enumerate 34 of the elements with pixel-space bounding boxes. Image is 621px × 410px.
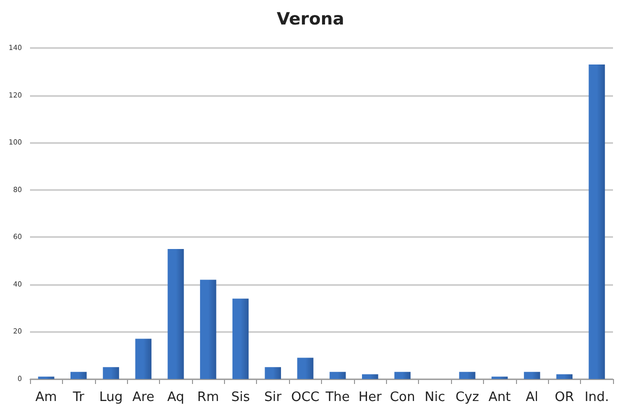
- bar: [362, 374, 378, 379]
- x-tick-label: Aq: [167, 390, 184, 405]
- x-tick-label: The: [324, 390, 350, 405]
- x-tick-label: Lug: [99, 390, 123, 405]
- bar: [394, 372, 411, 379]
- x-tick-label: Sir: [264, 390, 282, 405]
- bar: [524, 372, 540, 379]
- x-tick-label: Am: [35, 390, 57, 405]
- x-tick-label: Sis: [231, 390, 250, 405]
- bar: [264, 367, 282, 379]
- chart-title: Verona: [276, 10, 344, 30]
- x-tick-label: Nic: [424, 390, 446, 405]
- x-tick-label: Cyz: [455, 390, 480, 405]
- bar: [135, 338, 152, 379]
- x-tick-label: Ind.: [584, 390, 610, 405]
- x-tick-label: Are: [132, 390, 154, 405]
- x-tick-label: Ant: [488, 390, 511, 405]
- x-tick-label: Tr: [72, 390, 85, 405]
- x-tick-label: Con: [390, 390, 416, 405]
- x-tick-label: Al: [526, 390, 538, 405]
- bar: [556, 374, 573, 379]
- x-tick-label: OCC: [291, 390, 320, 405]
- bar: [70, 372, 87, 379]
- bar: [168, 248, 184, 379]
- bar: [330, 372, 346, 379]
- bar: [232, 298, 249, 379]
- x-tick-label: OR: [554, 390, 574, 405]
- bar: [588, 64, 605, 379]
- bar: [102, 367, 120, 379]
- x-tick-label: Her: [358, 390, 382, 405]
- bar: [459, 372, 476, 379]
- x-tick-label: Rm: [197, 390, 219, 405]
- bar: [297, 358, 314, 379]
- bar: [200, 280, 216, 379]
